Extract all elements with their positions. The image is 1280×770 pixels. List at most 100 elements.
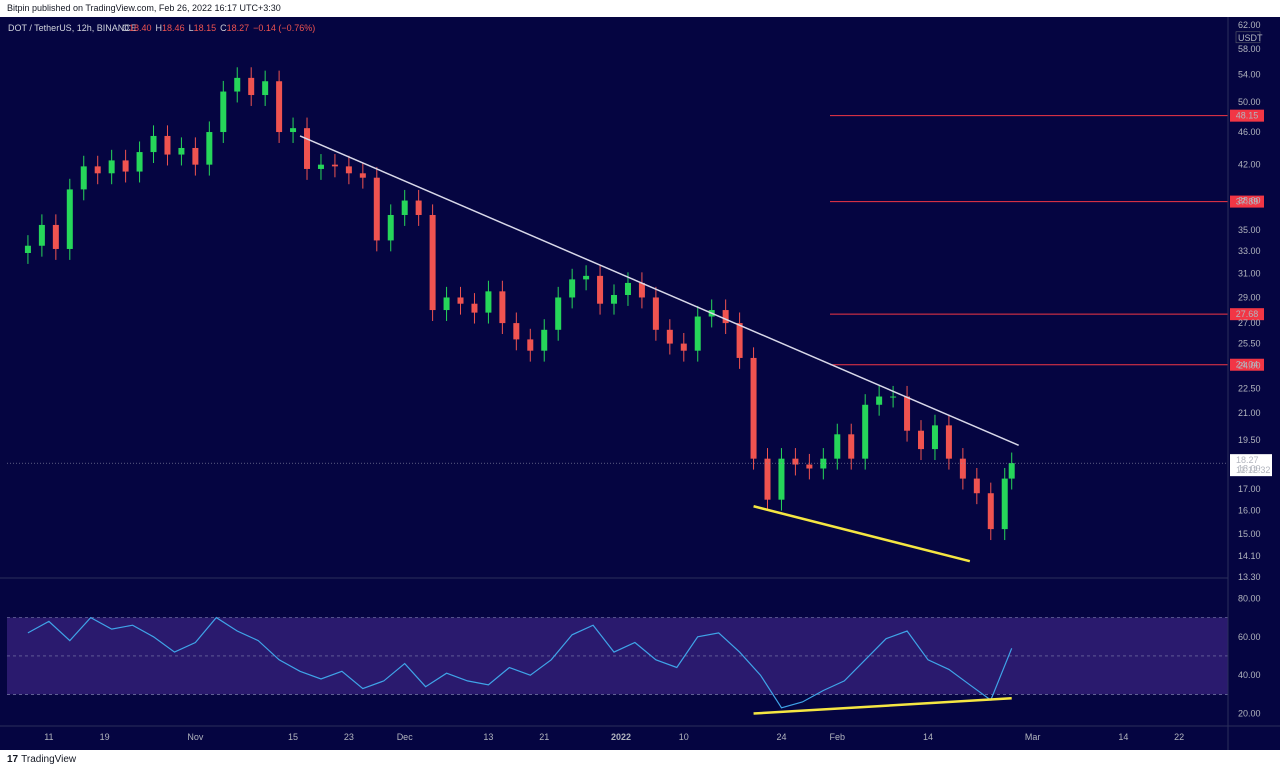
- candle[interactable]: [806, 464, 813, 469]
- price-tick-label: 16.00: [1238, 506, 1261, 516]
- level-label-bg: [1230, 308, 1264, 321]
- candle[interactable]: [415, 200, 422, 215]
- candle[interactable]: [387, 214, 394, 241]
- legend-change: −0.14 (−0.76%): [253, 23, 315, 33]
- candle[interactable]: [611, 295, 618, 304]
- candle[interactable]: [359, 173, 366, 178]
- candle[interactable]: [680, 343, 687, 351]
- candle[interactable]: [276, 81, 283, 133]
- candle[interactable]: [569, 279, 576, 298]
- time-tick-label: 13: [483, 732, 493, 742]
- candle[interactable]: [122, 160, 129, 172]
- candle[interactable]: [918, 430, 925, 450]
- chart-svg[interactable]: 48.1537.8927.6824.0418.2711:12:3262.0058…: [0, 17, 1280, 750]
- candle[interactable]: [792, 458, 799, 465]
- candle[interactable]: [820, 458, 827, 469]
- candle[interactable]: [904, 396, 911, 431]
- candle[interactable]: [290, 128, 297, 133]
- candle[interactable]: [736, 323, 743, 358]
- candle[interactable]: [527, 339, 534, 351]
- candle[interactable]: [583, 275, 590, 280]
- candle[interactable]: [331, 164, 338, 167]
- candle[interactable]: [80, 166, 87, 190]
- candle[interactable]: [876, 396, 883, 405]
- rsi-band: [7, 617, 1228, 695]
- last-price-label-bg: [1230, 454, 1272, 477]
- candle[interactable]: [931, 425, 938, 450]
- candle[interactable]: [499, 291, 506, 324]
- rsi-tick-label: 60.00: [1238, 632, 1261, 642]
- candle[interactable]: [848, 434, 855, 459]
- price-tick-label: 29.00: [1238, 292, 1261, 302]
- candle[interactable]: [373, 177, 380, 241]
- candle[interactable]: [638, 282, 645, 298]
- candle[interactable]: [38, 224, 45, 246]
- candle[interactable]: [248, 77, 255, 96]
- candle[interactable]: [652, 297, 659, 330]
- candle[interactable]: [192, 147, 199, 165]
- candle[interactable]: [262, 81, 269, 96]
- currency-label: USDT: [1238, 33, 1263, 43]
- candle[interactable]: [150, 135, 157, 153]
- price-tick-label: 25.50: [1238, 339, 1261, 349]
- rsi-support-line[interactable]: [753, 696, 1012, 715]
- candle[interactable]: [862, 404, 869, 459]
- price-tick-label: 33.00: [1238, 246, 1261, 256]
- rsi-line[interactable]: [27, 616, 1013, 709]
- legend-close-label: C: [220, 23, 227, 33]
- candle[interactable]: [722, 310, 729, 324]
- candle[interactable]: [24, 245, 31, 253]
- candle[interactable]: [178, 147, 185, 155]
- downtrend-line[interactable]: [299, 135, 1019, 447]
- candle[interactable]: [94, 166, 101, 174]
- candle[interactable]: [750, 357, 757, 459]
- candle[interactable]: [136, 152, 143, 172]
- candle[interactable]: [624, 282, 631, 296]
- candle[interactable]: [66, 189, 73, 249]
- tradingview-mark: 17: [7, 754, 19, 765]
- price-tick-label: 22.50: [1238, 383, 1261, 393]
- candle[interactable]: [1001, 478, 1008, 530]
- candle[interactable]: [485, 291, 492, 313]
- candle[interactable]: [220, 91, 227, 133]
- candle[interactable]: [541, 329, 548, 351]
- candle[interactable]: [471, 303, 478, 313]
- candle[interactable]: [345, 166, 352, 174]
- candle[interactable]: [597, 275, 604, 304]
- candle[interactable]: [401, 200, 408, 215]
- price-tick-label: 62.00: [1238, 20, 1261, 30]
- candle[interactable]: [443, 297, 450, 311]
- time-tick-label: 14: [1118, 732, 1128, 742]
- candle[interactable]: [764, 458, 771, 500]
- candle[interactable]: [108, 160, 115, 174]
- candle[interactable]: [457, 297, 464, 304]
- tradingview-text: TradingView: [21, 754, 77, 765]
- price-support-line[interactable]: [753, 505, 971, 563]
- candle[interactable]: [834, 434, 841, 459]
- candle[interactable]: [317, 164, 324, 169]
- candle[interactable]: [1008, 463, 1015, 479]
- candle[interactable]: [890, 396, 897, 398]
- candle[interactable]: [234, 77, 241, 92]
- candle[interactable]: [666, 329, 673, 344]
- candle[interactable]: [513, 323, 520, 340]
- tradingview-logo[interactable]: 17 TradingView: [7, 754, 76, 765]
- candle[interactable]: [987, 493, 994, 530]
- candle[interactable]: [429, 214, 436, 311]
- rsi-pane[interactable]: [7, 616, 1228, 715]
- candle[interactable]: [778, 458, 785, 500]
- candle[interactable]: [973, 478, 980, 494]
- candle[interactable]: [694, 316, 701, 351]
- candle[interactable]: [304, 128, 311, 169]
- candle[interactable]: [164, 135, 171, 155]
- time-tick-label: 14: [923, 732, 933, 742]
- price-tick-label: 18.00: [1238, 463, 1261, 473]
- price-tick-label: 24.00: [1238, 360, 1261, 370]
- candle[interactable]: [555, 297, 562, 330]
- candle[interactable]: [52, 224, 59, 249]
- level-label: 24.04: [1236, 360, 1259, 370]
- candle[interactable]: [206, 132, 213, 165]
- candle[interactable]: [945, 425, 952, 459]
- candle[interactable]: [959, 458, 966, 479]
